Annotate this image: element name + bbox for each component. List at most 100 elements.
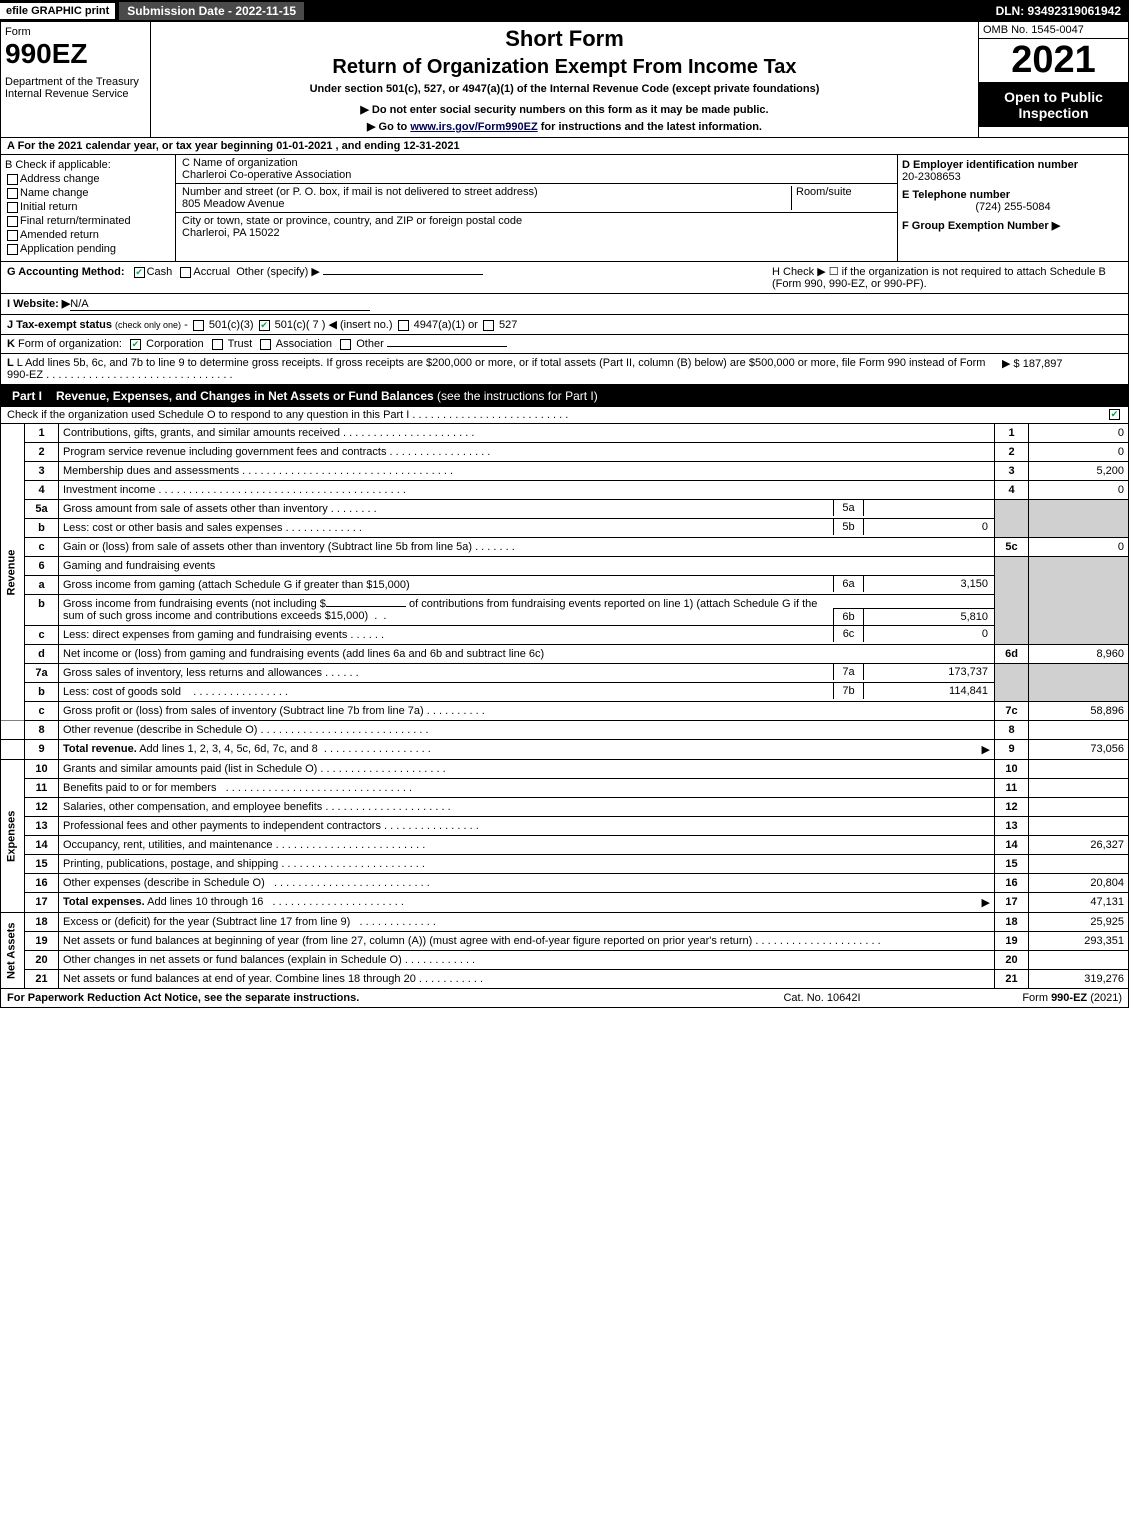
line-9-label: Total revenue. Add lines 1, 2, 3, 4, 5c,… xyxy=(59,740,995,760)
form-label: Form xyxy=(5,26,146,38)
tel-label: E Telephone number xyxy=(902,189,1010,201)
part-number: Part I xyxy=(6,388,48,404)
efile-print-label[interactable]: efile GRAPHIC print xyxy=(0,3,115,19)
empty-side xyxy=(1,721,25,740)
check-accrual[interactable] xyxy=(180,267,191,278)
check-final-return[interactable]: Final return/terminated xyxy=(5,215,171,227)
line-6-num: 6 xyxy=(25,557,59,576)
check-corporation[interactable] xyxy=(130,339,141,350)
line-3-val: 5,200 xyxy=(1029,462,1129,481)
check-527[interactable] xyxy=(483,320,494,331)
line-11-num: 11 xyxy=(25,779,59,798)
line-4-val: 0 xyxy=(1029,481,1129,500)
line-5a-label: Gross amount from sale of assets other t… xyxy=(59,500,995,519)
return-title: Return of Organization Exempt From Incom… xyxy=(155,56,974,79)
check-trust[interactable] xyxy=(212,339,223,350)
line-7a-sv: 173,737 xyxy=(864,664,994,680)
line-5b-sn: 5b xyxy=(834,519,864,535)
expenses-side-label: Expenses xyxy=(1,760,25,913)
form-header: Form 990EZ Department of the Treasury In… xyxy=(0,22,1129,138)
row-j-tax-exempt: J Tax-exempt status (check only one) - 5… xyxy=(0,315,1129,335)
line-6d-mn: 6d xyxy=(995,645,1029,664)
irs-link[interactable]: www.irs.gov/Form990EZ xyxy=(410,121,537,133)
line-6c-num: c xyxy=(25,626,59,645)
row-l-gross-receipts: L L Add lines 5b, 6c, and 7b to line 9 t… xyxy=(0,354,1129,385)
line-10-val xyxy=(1029,760,1129,779)
omb-number: OMB No. 1545-0047 xyxy=(979,22,1128,39)
line-17-val: 47,131 xyxy=(1029,893,1129,913)
line-5a-sv xyxy=(864,500,994,516)
line-6c-sn: 6c xyxy=(834,626,864,642)
line-14-num: 14 xyxy=(25,836,59,855)
part-1-table: Revenue 1 Contributions, gifts, grants, … xyxy=(0,424,1129,989)
line-5a-num: 5a xyxy=(25,500,59,519)
line-1-val: 0 xyxy=(1029,424,1129,443)
line-6a-num: a xyxy=(25,576,59,595)
line-5c-mn: 5c xyxy=(995,538,1029,557)
header-middle: Short Form Return of Organization Exempt… xyxy=(151,22,978,137)
line-9-num: 9 xyxy=(25,740,59,760)
tax-year: 2021 xyxy=(979,39,1128,83)
row-k-form-org: K Form of organization: Corporation Trus… xyxy=(0,335,1129,354)
goto-post: for instructions and the latest informat… xyxy=(538,121,762,133)
line-21-mn: 21 xyxy=(995,970,1029,989)
check-other-org[interactable] xyxy=(340,339,351,350)
line-6-grey xyxy=(995,557,1029,645)
row-h: H Check ▶ ☐ if the organization is not r… xyxy=(772,265,1122,290)
line-18-val: 25,925 xyxy=(1029,913,1129,932)
line-19-val: 293,351 xyxy=(1029,932,1129,951)
line-10-label: Grants and similar amounts paid (list in… xyxy=(59,760,995,779)
line-15-label: Printing, publications, postage, and shi… xyxy=(59,855,995,874)
line-5c-num: c xyxy=(25,538,59,557)
check-association[interactable] xyxy=(260,339,271,350)
check-application-pending[interactable]: Application pending xyxy=(5,243,171,255)
city-label: City or town, state or province, country… xyxy=(182,215,891,227)
line-14-mn: 14 xyxy=(995,836,1029,855)
line-8-mn: 8 xyxy=(995,721,1029,740)
line-3-mn: 3 xyxy=(995,462,1029,481)
column-c-org-info: C Name of organization Charleroi Co-oper… xyxy=(176,155,898,261)
check-4947[interactable] xyxy=(398,320,409,331)
line-5c-label: Gain or (loss) from sale of assets other… xyxy=(59,538,995,557)
line-16-num: 16 xyxy=(25,874,59,893)
line-7b-sv: 114,841 xyxy=(864,683,994,699)
check-address-change[interactable]: Address change xyxy=(5,173,171,185)
line-13-label: Professional fees and other payments to … xyxy=(59,817,995,836)
gross-receipts-value: 187,897 xyxy=(1023,358,1063,370)
revenue-side-label: Revenue xyxy=(1,424,25,721)
row-a-calendar-year: A For the 2021 calendar year, or tax yea… xyxy=(0,138,1129,155)
open-to-public: Open to Public Inspection xyxy=(979,83,1128,127)
line-6-label: Gaming and fundraising events xyxy=(59,557,995,576)
empty-side-2 xyxy=(1,740,25,760)
form-ref: Form 990-EZ (2021) xyxy=(922,992,1122,1004)
org-name-row: C Name of organization Charleroi Co-oper… xyxy=(176,155,897,184)
line-15-mn: 15 xyxy=(995,855,1029,874)
line-9-val: 73,056 xyxy=(1029,740,1129,760)
line-7c-label: Gross profit or (loss) from sales of inv… xyxy=(59,702,995,721)
check-501c[interactable] xyxy=(259,320,270,331)
check-name-change[interactable]: Name change xyxy=(5,187,171,199)
form-number: 990EZ xyxy=(5,38,146,70)
line-5b-num: b xyxy=(25,519,59,538)
line-4-num: 4 xyxy=(25,481,59,500)
line-13-num: 13 xyxy=(25,817,59,836)
line-16-val: 20,804 xyxy=(1029,874,1129,893)
line-7a-num: 7a xyxy=(25,664,59,683)
line-6b-num: b xyxy=(25,595,59,626)
line-19-label: Net assets or fund balances at beginning… xyxy=(59,932,995,951)
check-initial-return[interactable]: Initial return xyxy=(5,201,171,213)
line-10-num: 10 xyxy=(25,760,59,779)
line-5a-sn: 5a xyxy=(834,500,864,516)
department-label: Department of the Treasury Internal Reve… xyxy=(5,76,146,100)
page-footer: For Paperwork Reduction Act Notice, see … xyxy=(0,989,1129,1008)
check-501c3[interactable] xyxy=(193,320,204,331)
ein-value: 20-2308653 xyxy=(902,171,961,183)
col-b-title: B Check if applicable: xyxy=(5,159,171,171)
line-7a-sn: 7a xyxy=(834,664,864,680)
netassets-side-label: Net Assets xyxy=(1,913,25,989)
check-schedule-o[interactable] xyxy=(1109,409,1120,420)
check-cash[interactable] xyxy=(134,267,145,278)
check-amended-return[interactable]: Amended return xyxy=(5,229,171,241)
line-7c-mn: 7c xyxy=(995,702,1029,721)
line-12-label: Salaries, other compensation, and employ… xyxy=(59,798,995,817)
